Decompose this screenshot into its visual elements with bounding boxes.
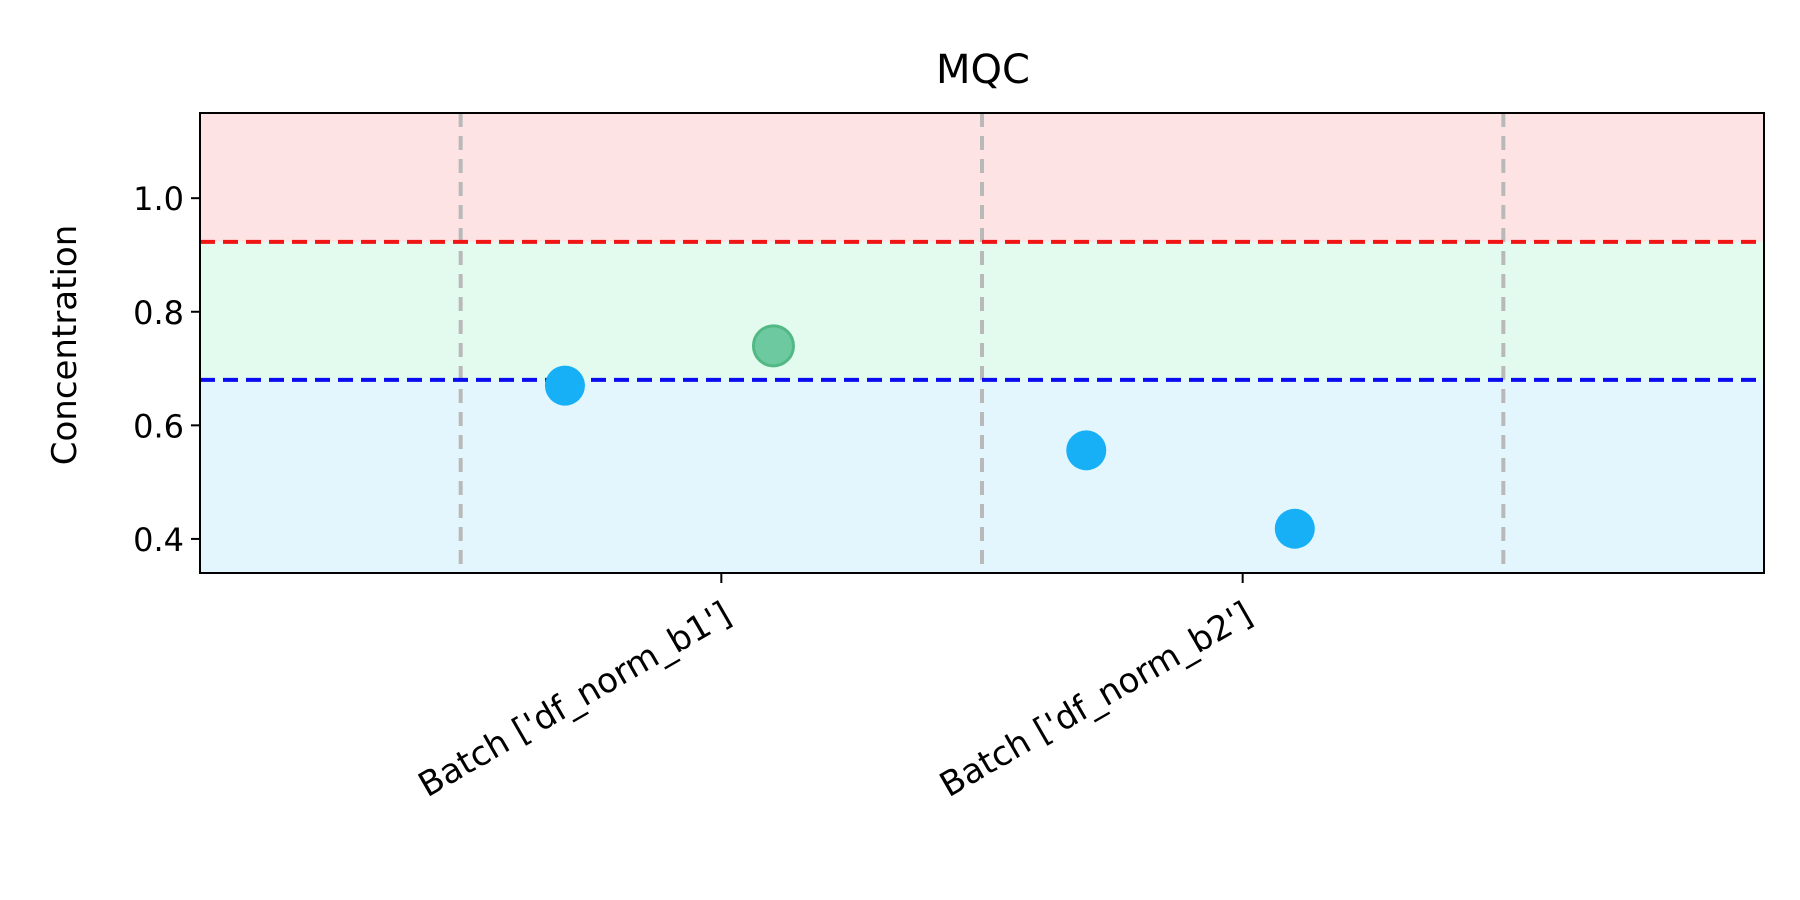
x-axis-ticks: Batch ['df_norm_b1'] Batch ['df_norm_b2'] — [412, 573, 1259, 805]
band-2 — [200, 113, 1764, 242]
data-point-1 — [751, 324, 795, 368]
data-point-0 — [544, 365, 585, 406]
plot-frame — [199, 112, 1765, 574]
y-tick-label-0: 0.4 — [133, 521, 184, 559]
threshold-lines — [200, 239, 1764, 382]
batch-separator-lines — [458, 113, 1506, 573]
x-tick-label-1: Batch ['df_norm_b2'] — [933, 594, 1259, 805]
y-axis-ticks: 0.4 0.6 0.8 1.0 — [133, 180, 200, 559]
data-point-2 — [1066, 430, 1107, 471]
y-tick-label-2: 0.8 — [133, 294, 184, 332]
y-axis-label: Concentration — [45, 225, 85, 466]
x-tick-label-0: Batch ['df_norm_b1'] — [412, 594, 738, 805]
y-tick-label-3: 1.0 — [133, 180, 184, 218]
data-points — [544, 324, 1315, 549]
chart-title: MQC — [936, 47, 1030, 93]
band-0 — [200, 379, 1764, 573]
y-tick-label-1: 0.6 — [133, 407, 184, 445]
data-point-3 — [1274, 508, 1315, 549]
